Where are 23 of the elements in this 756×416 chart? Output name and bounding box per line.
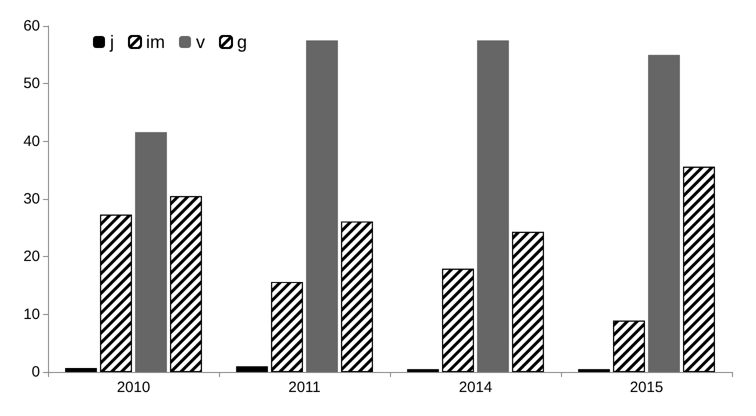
bar (306, 40, 338, 372)
y-tick-label: 60 (23, 18, 40, 34)
x-tick-label: 2015 (630, 379, 664, 396)
bar (477, 40, 509, 372)
bar (407, 369, 439, 372)
legend-label: g (236, 32, 248, 52)
y-tick-label: 20 (23, 248, 40, 266)
y-tick-label: 30 (23, 190, 40, 208)
y-tick-label: 40 (23, 132, 40, 150)
bar (648, 54, 680, 372)
bar (578, 369, 610, 372)
y-tick-label: 0 (32, 364, 40, 380)
legend-label: v (196, 32, 205, 52)
bar (236, 366, 268, 372)
x-tick-label: 2014 (458, 379, 492, 396)
x-tick-label: 2010 (116, 379, 150, 396)
x-tick-label: 2011 (288, 379, 321, 396)
legend-label: j (109, 32, 114, 52)
bar (135, 132, 167, 372)
legend-label: im (146, 32, 165, 52)
bar (65, 368, 97, 372)
y-tick-label: 50 (23, 75, 40, 92)
y-tick-label: 10 (23, 306, 40, 323)
